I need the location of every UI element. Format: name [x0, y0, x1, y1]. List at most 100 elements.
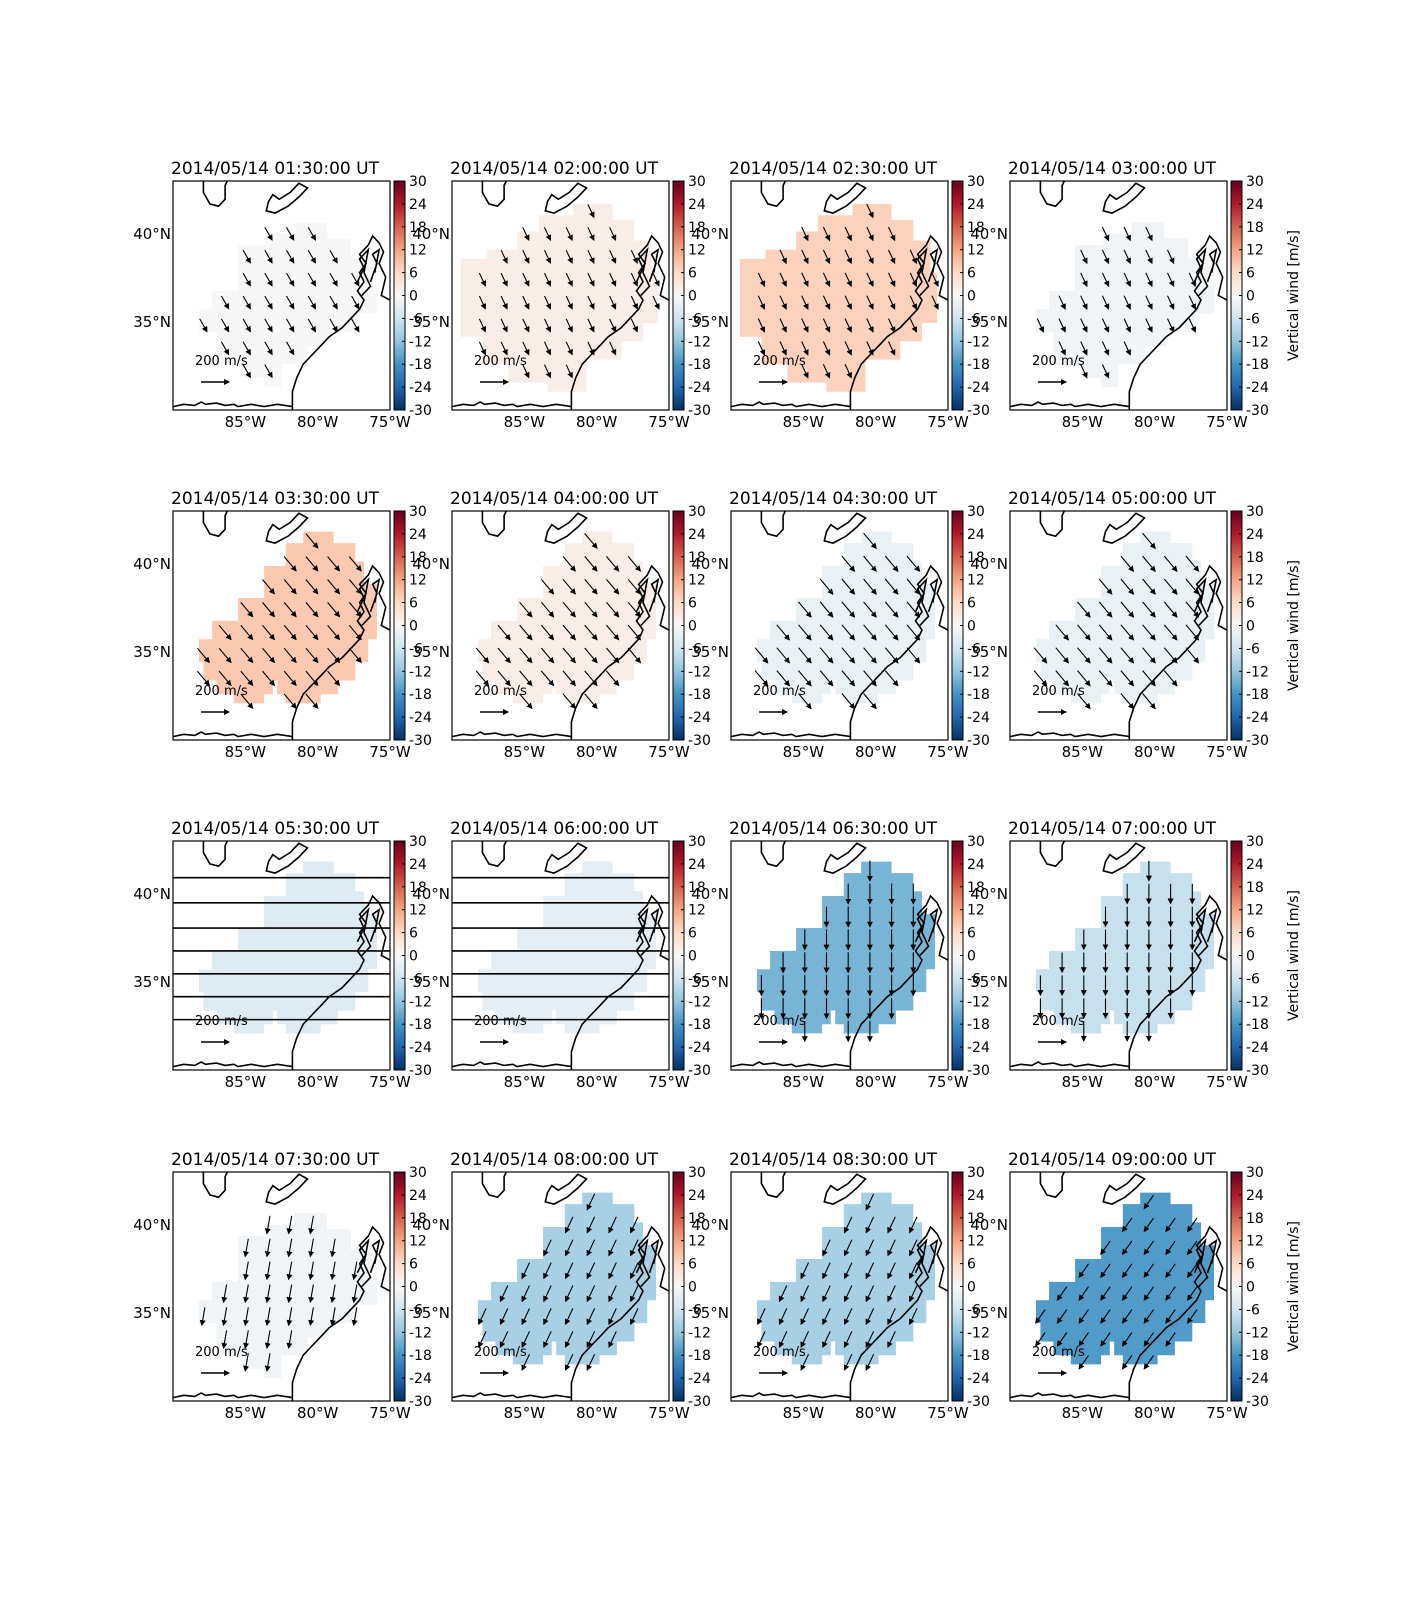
wind-vector: [286, 249, 295, 264]
wind-vector: [1187, 1286, 1198, 1301]
coastline: [1009, 1061, 1130, 1068]
wind-vector: [909, 1239, 918, 1257]
colorbar-tick-label: -12: [1246, 664, 1269, 680]
wind-vector: [543, 1239, 552, 1257]
reference-arrow-label: 200 m/s: [1032, 354, 1085, 369]
wind-vector: [243, 1261, 250, 1281]
x-tick-label: 75°W: [1206, 1073, 1248, 1091]
wind-vector: [1145, 318, 1153, 333]
wind-vector: [605, 556, 620, 572]
coastline: [1193, 247, 1209, 297]
panel-title: 2014/05/14 03:30:00 UT: [171, 489, 380, 509]
wind-vector: [1167, 249, 1175, 265]
colorbar-tick-label: 30: [967, 174, 985, 190]
vertical-wind-field: [739, 203, 938, 392]
axes-frame: [451, 180, 670, 411]
wind-vector: [327, 556, 341, 572]
wind-vector: [819, 578, 834, 595]
wind-vector: [822, 1262, 831, 1280]
wind-vector: [1143, 1286, 1155, 1301]
x-tick-label: 85°W: [783, 1404, 825, 1422]
colorbar-tick-label: 6: [688, 1257, 697, 1273]
wind-vector: [264, 1238, 271, 1258]
coastline: [648, 247, 660, 283]
wind-vector: [1077, 624, 1091, 641]
x-tick-label: 75°W: [927, 1073, 969, 1091]
wind-vector: [909, 1216, 918, 1234]
coastline: [1039, 180, 1066, 208]
wind-vector: [544, 227, 552, 242]
wind-vector: [1098, 670, 1113, 687]
wind-vector: [1143, 1194, 1155, 1210]
colorbar-tick-label: 24: [688, 857, 706, 873]
axes-frame: [172, 840, 391, 1071]
wind-vector: [1100, 1309, 1111, 1324]
coastline: [356, 907, 372, 957]
wind-vector: [884, 555, 899, 572]
x-tick-label: 85°W: [225, 1404, 267, 1422]
wind-vector: [586, 1285, 596, 1303]
wind-vector: [1143, 1332, 1155, 1347]
wind-vector: [841, 601, 856, 618]
wind-vector: [562, 624, 576, 641]
wind-vector: [800, 1308, 809, 1326]
wind-vector: [1185, 601, 1200, 618]
wind-vector: [308, 1307, 315, 1327]
wind-vector: [1145, 226, 1153, 242]
wind-vector: [1098, 578, 1113, 595]
wind-vector: [1077, 693, 1091, 710]
colorbar-tick-label: 6: [1246, 266, 1255, 282]
wind-vector: [242, 295, 251, 310]
colorbar-tick-label: -12: [1246, 1325, 1269, 1341]
colorbar-tick-label: -18: [688, 1017, 711, 1033]
wind-vector: [779, 295, 787, 310]
colorbar-tick-label: 0: [1246, 619, 1255, 635]
wind-vector: [1120, 624, 1135, 641]
colorbar-tick-label: 30: [688, 834, 706, 850]
colorbar-tick-label: -6: [1246, 641, 1260, 657]
wind-vector: [587, 249, 595, 264]
wind-vector: [652, 295, 660, 310]
colorbar-tick-label: -30: [409, 1063, 432, 1079]
wind-vector: [543, 1308, 552, 1326]
x-tick-label: 85°W: [504, 1404, 546, 1422]
wind-vector: [1121, 1263, 1133, 1279]
coastline: [823, 512, 867, 544]
wind-vector: [1080, 364, 1088, 379]
colorbar-tick-label: 30: [1246, 1165, 1264, 1181]
x-tick-label: 75°W: [927, 413, 969, 431]
wind-vector: [906, 555, 921, 572]
wind-vector: [608, 1331, 617, 1349]
coastline: [172, 1392, 293, 1399]
wind-vector: [866, 341, 874, 356]
colorbar-tick-label: 0: [967, 619, 976, 635]
wind-vector: [565, 249, 573, 264]
map-panel: 2014/05/14 05:30:00 UT 200 m/s 85°W 80°W 75°…: [133, 819, 432, 1091]
wind-vector: [757, 341, 766, 356]
wind-vector: [584, 601, 598, 618]
wind-vector: [264, 1215, 271, 1235]
wind-vector: [801, 364, 809, 379]
wind-vector: [264, 1330, 271, 1349]
wind-vector: [1188, 295, 1197, 310]
wind-vector: [841, 555, 856, 572]
wind-vector: [778, 1331, 788, 1349]
x-tick-label: 85°W: [225, 1073, 267, 1091]
reference-arrow-label: 200 m/s: [195, 1345, 248, 1360]
colorbar-tick-label: 24: [1246, 527, 1264, 543]
wind-vector: [286, 1215, 293, 1235]
axes-frame: [730, 510, 949, 741]
wind-vector: [630, 1262, 639, 1280]
wind-vector: [1080, 272, 1088, 288]
colorbar-tick-label: -18: [1246, 1017, 1269, 1033]
wind-vector: [888, 295, 896, 310]
colorbar-tick-label: 24: [967, 527, 985, 543]
colorbar-tick-label: 18: [1246, 1211, 1264, 1227]
colorbar-tick-label: 24: [967, 197, 985, 213]
colorbar-tick-label: -18: [688, 357, 711, 373]
map-panel: 2014/05/14 04:00:00 UT 200 m/s 85°W 80°W 75°…: [412, 489, 711, 761]
colorbar-tick-label: 18: [409, 550, 427, 566]
wind-vector: [565, 364, 573, 379]
wind-vector: [584, 693, 598, 710]
wind-vector: [630, 318, 638, 333]
